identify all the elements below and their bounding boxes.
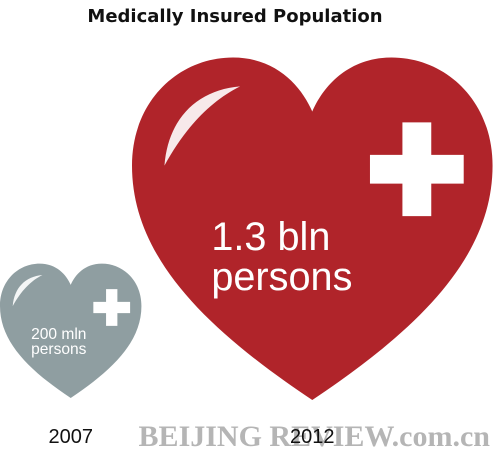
value-label: 1.3 bln persons <box>211 215 353 300</box>
x-tick-label: 2007 <box>48 426 93 448</box>
value-label: 200 mln persons <box>31 325 87 359</box>
highlight <box>12 274 43 307</box>
watermark: BEIJING REVIEW.com.cn <box>138 420 490 453</box>
heart-group <box>132 57 493 401</box>
cross <box>369 122 464 217</box>
x-tick-label: 2012 <box>290 426 335 448</box>
heart-group <box>0 263 142 399</box>
chart-title: Medically Insured Population <box>87 6 383 27</box>
highlight <box>164 86 241 166</box>
cross <box>93 289 131 326</box>
heart <box>132 57 493 401</box>
